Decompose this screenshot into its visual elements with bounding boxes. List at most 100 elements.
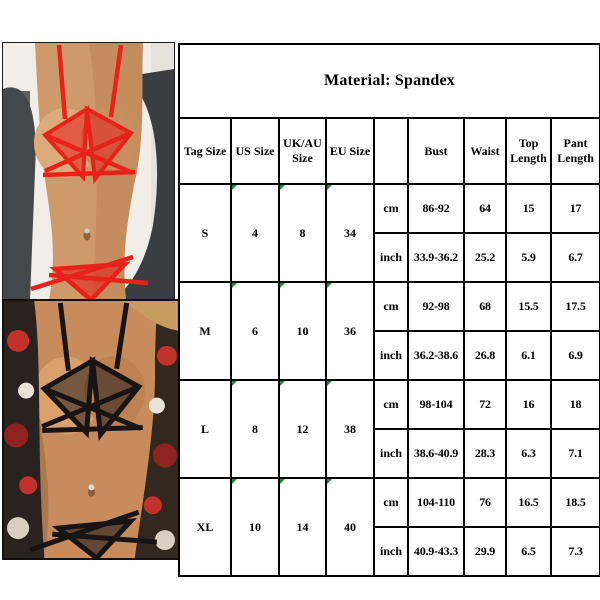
product-photo-red-set xyxy=(2,42,175,301)
cell-top-length-cm: 16 xyxy=(505,379,552,430)
eu-size-value: 38 xyxy=(344,421,356,436)
cell-bust-inch: 33.9-36.2 xyxy=(407,232,465,283)
cell-uk-au-size: 12 xyxy=(278,379,327,479)
excel-flag-icon xyxy=(233,480,237,484)
kimono-right-floral xyxy=(143,345,177,551)
cell-pant-length-inch: 6.7 xyxy=(549,232,600,283)
excel-flag-icon xyxy=(233,186,237,190)
cell-bust-cm: 98-104 xyxy=(407,379,465,430)
excel-flag-icon xyxy=(328,284,332,288)
cell-unit-inch: inch xyxy=(373,232,409,283)
excel-flag-icon xyxy=(328,382,332,386)
excel-flag-icon xyxy=(233,382,237,386)
cell-waist-inch: 29.9 xyxy=(463,526,507,577)
jacket-left-shape xyxy=(3,87,36,300)
cell-waist-cm: 64 xyxy=(463,183,507,234)
material-header: Material: Spandex xyxy=(177,43,600,119)
cell-uk-au-size: 14 xyxy=(278,477,327,577)
cell-bust-cm: 92-98 xyxy=(407,281,465,332)
cell-pant-length-inch: 7.3 xyxy=(549,526,600,577)
cell-us-size: 8 xyxy=(230,379,280,479)
cell-unit-cm: cm xyxy=(373,477,409,528)
hair-shape xyxy=(122,301,179,331)
excel-flag-icon xyxy=(281,284,285,288)
cell-unit-inch: inch xyxy=(373,428,409,479)
cell-waist-cm: 76 xyxy=(463,477,507,528)
cell-uk-au-size: 8 xyxy=(278,183,327,283)
cell-eu-size: 36 xyxy=(325,281,375,381)
kimono-left-floral xyxy=(4,329,38,540)
cell-uk-au-size: 10 xyxy=(278,281,327,381)
excel-flag-icon xyxy=(328,186,332,190)
excel-flag-icon xyxy=(281,186,285,190)
cell-bust-inch: 36.2-38.6 xyxy=(407,330,465,381)
cell-bust-inch: 40.9-43.3 xyxy=(407,526,465,577)
cell-eu-size: 34 xyxy=(325,183,375,283)
product-photo-black-set xyxy=(2,299,181,560)
col-header-waist: Waist xyxy=(463,117,507,185)
cell-unit-cm: cm xyxy=(373,183,409,234)
us-size-value: 10 xyxy=(249,519,261,534)
col-header-eu-size: EU Size xyxy=(325,117,375,185)
cell-eu-size: 38 xyxy=(325,379,375,479)
table-row-s-inch: inch 33.9-36.2 25.2 5.9 6.7 xyxy=(179,232,600,283)
cell-bust-cm: 86-92 xyxy=(407,183,465,234)
cell-waist-cm: 72 xyxy=(463,379,507,430)
size-chart: Material: Spandex Tag Size US Size UK/AU… xyxy=(177,43,600,577)
cell-us-size: 6 xyxy=(230,281,280,381)
cell-unit-cm: cm xyxy=(373,379,409,430)
cell-top-length-inch: 6.5 xyxy=(505,526,552,577)
uk-au-size-value: 10 xyxy=(296,323,309,338)
eu-size-value: 36 xyxy=(344,323,356,338)
table-row-xl-cm: XL 10 14 40 cm 104-110 76 16.5 18.5 xyxy=(178,477,600,577)
cell-unit-inch: inch xyxy=(373,526,409,577)
cell-tag-size: M xyxy=(178,281,232,381)
cell-unit-cm: cm xyxy=(373,281,409,332)
col-header-unit xyxy=(373,117,409,185)
size-chart-table: Material: Spandex Tag Size US Size UK/AU… xyxy=(177,43,600,577)
cell-top-length-inch: 6.3 xyxy=(505,428,552,479)
jacket-right-shape xyxy=(113,69,174,300)
table-row-l-inch: inch 38.6-40.9 28.3 6.3 7.1 xyxy=(179,428,600,479)
cell-unit-inch: inch xyxy=(373,330,409,381)
cell-us-size: 10 xyxy=(230,477,280,577)
excel-flag-icon xyxy=(328,480,332,484)
cell-pant-length-cm: 18.5 xyxy=(549,477,600,528)
us-size-value: 8 xyxy=(252,421,258,436)
cell-pant-length-inch: 7.1 xyxy=(549,428,600,479)
cell-waist-cm: 68 xyxy=(463,281,507,332)
col-header-us-size: US Size xyxy=(230,117,280,185)
eu-size-value: 34 xyxy=(344,225,356,240)
col-header-pant-length: Pant Length xyxy=(549,117,600,185)
black-lingerie-photo-art xyxy=(4,301,179,558)
excel-flag-icon xyxy=(281,480,285,484)
uk-au-size-value: 8 xyxy=(299,225,306,240)
excel-flag-icon xyxy=(281,382,285,386)
cell-pant-length-cm: 17 xyxy=(549,183,600,234)
uk-au-size-value: 12 xyxy=(296,421,309,436)
cell-top-length-cm: 15 xyxy=(505,183,552,234)
excel-flag-icon xyxy=(233,284,237,288)
cell-top-length-cm: 15.5 xyxy=(505,281,552,332)
col-header-tag-size: Tag Size xyxy=(178,117,232,185)
uk-au-size-value: 14 xyxy=(296,519,309,534)
table-row-xl-inch: inch 40.9-43.3 29.9 6.5 7.3 xyxy=(179,526,600,577)
cell-tag-size: L xyxy=(178,379,232,479)
us-size-value: 6 xyxy=(252,323,258,338)
cell-tag-size: XL xyxy=(178,477,232,577)
red-lingerie-photo-art xyxy=(3,43,174,300)
table-row-s-cm: S 4 8 34 cm 86-92 64 15 17 xyxy=(178,183,600,283)
cell-eu-size: 40 xyxy=(325,477,375,577)
col-header-top-length: Top Length xyxy=(505,117,552,185)
cell-bust-cm: 104-110 xyxy=(407,477,465,528)
cell-top-length-cm: 16.5 xyxy=(505,477,552,528)
cell-waist-inch: 25.2 xyxy=(463,232,507,283)
cell-top-length-inch: 5.9 xyxy=(505,232,552,283)
col-header-bust: Bust xyxy=(407,117,465,185)
cell-pant-length-inch: 6.9 xyxy=(549,330,600,381)
cell-top-length-inch: 6.1 xyxy=(505,330,552,381)
cell-pant-length-cm: 18 xyxy=(549,379,600,430)
eu-size-value: 40 xyxy=(344,519,356,534)
cell-waist-inch: 26.8 xyxy=(463,330,507,381)
